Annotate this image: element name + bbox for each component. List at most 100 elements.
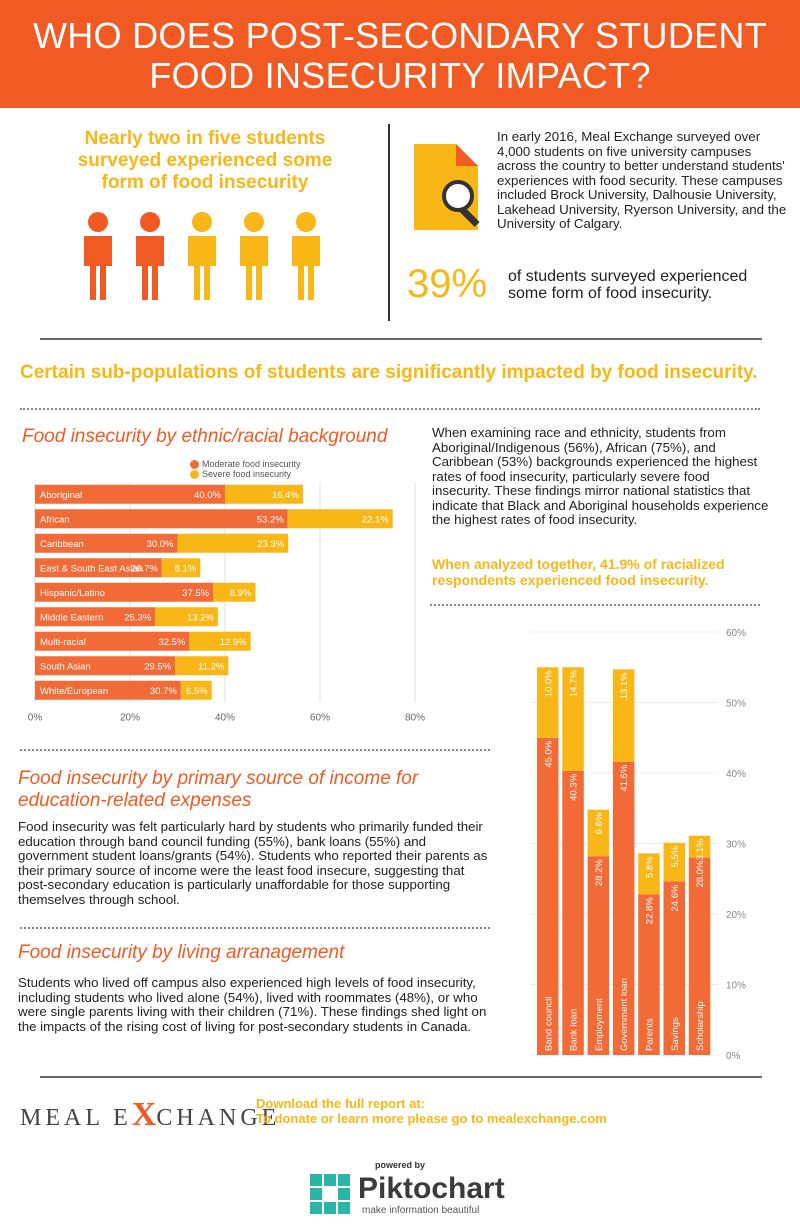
data-label: 6.6%	[594, 812, 605, 834]
data-label: 5.8%	[644, 856, 655, 878]
category-label: Hispanic/Latino	[40, 588, 105, 599]
living-section-title: Food insecurity by living arranagement	[18, 942, 345, 963]
bar-segment	[35, 631, 190, 651]
data-label: 13.1%	[619, 672, 630, 699]
bar-segment	[35, 558, 162, 578]
powered-by-label: powered by	[374, 1160, 425, 1170]
piktochart-name: Piktochart	[358, 1172, 505, 1205]
data-label: 8.1%	[175, 563, 197, 574]
bar-segment	[562, 667, 584, 771]
person-icon	[240, 212, 268, 300]
call-to-action: Download the full report at: To donate o…	[256, 1096, 776, 1126]
bar-segment	[663, 881, 685, 1055]
cta-line-2[interactable]: To donate or learn more please go to mea…	[256, 1111, 607, 1126]
category-label: Middle Eastern	[40, 612, 103, 623]
logo-text-left: MEAL E	[20, 1105, 132, 1131]
category-label: Parents	[644, 1018, 655, 1051]
data-label: 14.7%	[569, 670, 580, 697]
y-tick-label: 30%	[726, 840, 746, 851]
bar-segment	[562, 770, 584, 1055]
y-tick-label: 60%	[726, 628, 746, 639]
bar-segment	[189, 631, 251, 651]
income-section-title: Food insecurity by primary source of inc…	[18, 768, 488, 812]
data-label: 23.3%	[257, 539, 284, 550]
data-label: 13.2%	[187, 612, 214, 623]
bar-segment	[180, 680, 212, 700]
data-label: 26.7%	[131, 563, 158, 574]
category-label: Band council	[543, 997, 554, 1051]
person-icon	[188, 212, 216, 300]
x-tick-label: 80%	[405, 713, 425, 724]
ethnic-note: When analyzed together, 41.9% of raciali…	[432, 556, 725, 588]
ethnic-chart: 0% 20% 40% 60% 80% 40.0% 16.4% Aboriginal 53.2% 2…	[28, 482, 425, 724]
bar-segment	[35, 680, 181, 700]
category-label: Savings	[670, 1017, 681, 1051]
income-chart: 0% 10% 20% 30% 40% 50% 60% 45.0% 10.0% Band counc…	[530, 628, 746, 1062]
intro-text: In early 2016, Meal Exchange surveyed ov…	[497, 129, 787, 231]
bar-segment	[537, 737, 559, 1055]
category-label: Aboriginal	[40, 490, 82, 501]
lead-statement: Nearly two in five students surveyed exp…	[77, 128, 333, 193]
subpopulation-heading: Certain sub-populations of students are …	[20, 362, 758, 383]
header-banner: WHO DOES POST-SECONDARY STUDENT FOOD INS…	[0, 0, 800, 108]
bar-segment	[35, 509, 288, 529]
data-label: 29.5%	[144, 661, 171, 672]
logo-text-right: CHANGE	[156, 1105, 281, 1131]
x-tick-label: 60%	[310, 713, 330, 724]
bar-segment	[35, 607, 156, 627]
bar-segment	[688, 857, 711, 1055]
data-label: 37.5%	[182, 588, 209, 599]
data-label: 3.1%	[695, 838, 706, 860]
data-label: 10.0%	[543, 670, 554, 697]
income-text: Food insecurity was felt particularly ha…	[18, 819, 488, 907]
y-tick-label: 10%	[726, 981, 746, 992]
cta-line-1[interactable]: Download the full report at:	[256, 1096, 425, 1111]
category-label: Multi-racial	[40, 637, 86, 648]
y-tick-label: 0%	[726, 1051, 741, 1062]
category-label: African	[40, 514, 70, 525]
category-label: Caribbean	[40, 539, 84, 550]
data-label: 8.9%	[230, 588, 252, 599]
data-label: 22.1%	[362, 514, 389, 525]
bar-segment	[161, 558, 201, 578]
data-label: 11.2%	[198, 661, 225, 672]
bar-segment	[35, 484, 225, 504]
bar-segment	[612, 669, 635, 762]
bar-segment	[177, 533, 289, 553]
piktochart-tagline: make information beautiful	[362, 1205, 480, 1216]
dotted-divider	[20, 408, 760, 410]
data-label: 6.5%	[186, 686, 208, 697]
person-icon	[136, 212, 164, 300]
person-icon	[84, 212, 112, 300]
data-label: 24.6%	[670, 884, 681, 911]
data-label: 16.4%	[272, 490, 299, 501]
data-label: 12.9%	[220, 637, 247, 648]
income-title-line-2: education-related expenses	[18, 790, 252, 811]
data-label: 41.6%	[619, 764, 630, 791]
people-icons	[84, 212, 320, 300]
y-tick-label: 50%	[726, 699, 746, 710]
bar-segment	[287, 509, 393, 529]
title-line-2: FOOD INSECURITY IMPACT?	[149, 55, 651, 96]
category-label: White/European	[40, 686, 108, 697]
income-title-line-1: Food insecurity by primary source of inc…	[18, 768, 419, 789]
document-search-icon	[414, 144, 480, 230]
vertical-divider	[388, 124, 390, 321]
data-label: 53.2%	[257, 514, 284, 525]
category-label: Government loan	[619, 978, 630, 1051]
bar-segment	[587, 809, 610, 857]
data-label: 22.8%	[644, 897, 655, 924]
category-label: Employment	[594, 998, 605, 1051]
bar-segment	[612, 761, 635, 1055]
data-label: 25.3%	[124, 612, 151, 623]
bar-segment	[155, 607, 218, 627]
piktochart-logo[interactable]: Piktochart make information beautiful	[310, 1172, 510, 1218]
y-tick-label: 40%	[726, 769, 746, 780]
data-label: 45.0%	[543, 740, 554, 767]
person-icon	[292, 212, 320, 300]
footer-divider	[40, 1076, 762, 1078]
bar-segment	[537, 667, 559, 738]
big-stat-value: 39%	[407, 262, 488, 306]
bar-segment	[35, 533, 178, 553]
bar-segment	[688, 835, 711, 858]
